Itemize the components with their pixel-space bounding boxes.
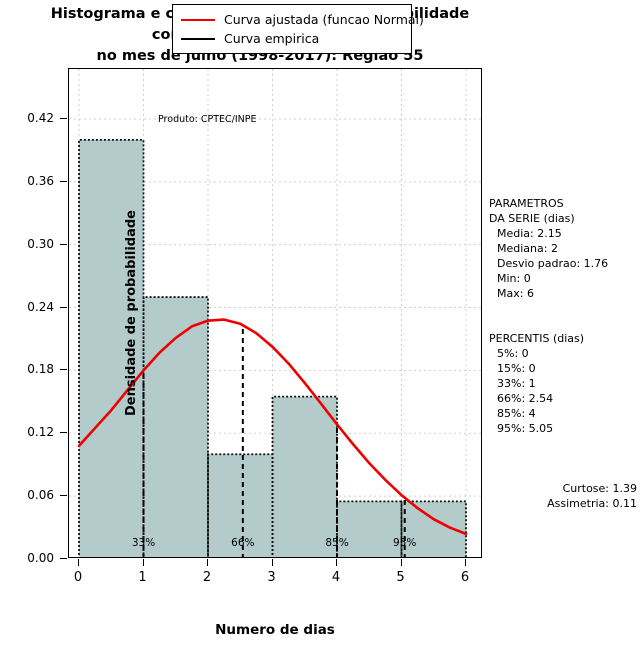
y-axis-tick-label: 0.12 [27, 425, 54, 440]
legend-item-empirical: Curva empirica [181, 29, 403, 48]
y-axis-tick [60, 243, 67, 245]
stats-spacer-1 [489, 301, 639, 316]
legend-line-black-icon [181, 37, 215, 40]
x-axis-tick [465, 559, 466, 566]
stats-spacer-2 [489, 316, 639, 331]
x-axis-tick [271, 559, 273, 566]
statistics-panel: PARAMETROS DA SERIE (dias) Media: 2.15 M… [489, 196, 639, 511]
percentile-label-66: 66% [231, 537, 255, 549]
series-parameters-group: PARAMETROS DA SERIE (dias) Media: 2.15 M… [489, 196, 639, 301]
x-axis-tick-label: 3 [267, 570, 276, 585]
percentile-label-33: 33% [131, 537, 156, 549]
y-axis-tick-label: 0.00 [27, 551, 54, 565]
percentis-heading: PERCENTIS (dias) [489, 332, 585, 345]
y-axis-tick [60, 369, 67, 371]
stat-assimetria: Assimetria: 0.11 [547, 497, 637, 510]
percentil-33: 33%: 1 [497, 377, 536, 390]
x-axis-tick-label: 6 [460, 570, 470, 585]
x-axis-tick-label: 5 [396, 570, 405, 585]
stat-min: Min: 0 [497, 272, 531, 285]
x-axis-tick [142, 559, 144, 566]
percentile-label-85: 85% [325, 537, 349, 549]
stat-mediana: Mediana: 2 [497, 242, 558, 255]
stat-curtose: Curtose: 1.39 [562, 482, 637, 495]
y-axis-tick [60, 117, 67, 119]
x-axis-tick-label: 2 [202, 570, 212, 585]
y-axis-tick-label: 0.06 [27, 488, 54, 503]
y-axis-tick-label: 0.18 [27, 362, 54, 377]
legend-line-red-icon [181, 18, 215, 21]
x-axis-tick [336, 559, 337, 566]
y-axis-title: Densidade de probabilidade [124, 209, 139, 417]
stats-spacer-3 [489, 436, 639, 451]
stat-desvio-padrao: Desvio padrao: 1.76 [497, 257, 609, 270]
x-axis-tick-label: 0 [73, 570, 83, 585]
stat-media: Media: 2.15 [497, 227, 562, 240]
series-parameters-heading-1: PARAMETROS [489, 197, 564, 210]
y-axis-tick [60, 495, 67, 497]
x-axis-title: Numero de dias [215, 622, 335, 638]
percentil-85: 85%: 4 [497, 407, 536, 420]
x-axis-tick [207, 559, 208, 566]
percentil-15: 15%: 0 [497, 362, 536, 375]
legend-label-fitted: Curva ajustada (funcao Normal) [224, 12, 424, 27]
producer-watermark: Produto: CPTEC/INPE [158, 114, 257, 125]
y-axis-tick-label: 0.30 [27, 236, 54, 251]
x-axis-tick [78, 559, 79, 566]
x-axis-tick-label: 4 [331, 570, 341, 585]
y-axis-tick-label: 0.24 [27, 299, 54, 314]
percentil-66: 66%: 2.54 [497, 392, 554, 405]
y-axis-tick-label: 0.42 [27, 110, 54, 125]
x-axis-tick [400, 559, 402, 566]
y-axis-tick [60, 306, 67, 308]
shape-stats-group: Curtose: 1.39 Assimetria: 0.11 [489, 481, 639, 511]
percentil-5: 5%: 0 [497, 347, 529, 360]
legend-item-fitted: Curva ajustada (funcao Normal) [181, 10, 424, 29]
legend-label-empirical: Curva empirica [224, 31, 320, 46]
percentis-group: PERCENTIS (dias) 5%: 0 15%: 0 33%: 1 66%… [489, 331, 639, 436]
series-parameters-heading-2: DA SERIE (dias) [489, 212, 575, 225]
stats-spacer-4 [489, 451, 639, 466]
legend-box: Curva ajustada (funcao Normal) Curva emp… [172, 4, 424, 54]
stat-max: Max: 6 [497, 287, 534, 300]
percentile-markers [142, 325, 406, 557]
percentil-95: 95%: 5.05 [497, 422, 554, 435]
y-axis-tick [60, 558, 67, 559]
y-axis-tick-label: 0.36 [27, 173, 54, 188]
stats-spacer-5 [489, 466, 639, 481]
percentile-label-95: 95% [393, 537, 417, 549]
x-axis-tick-label: 1 [138, 570, 147, 585]
y-axis-tick [60, 180, 67, 182]
y-axis-tick [60, 432, 67, 434]
